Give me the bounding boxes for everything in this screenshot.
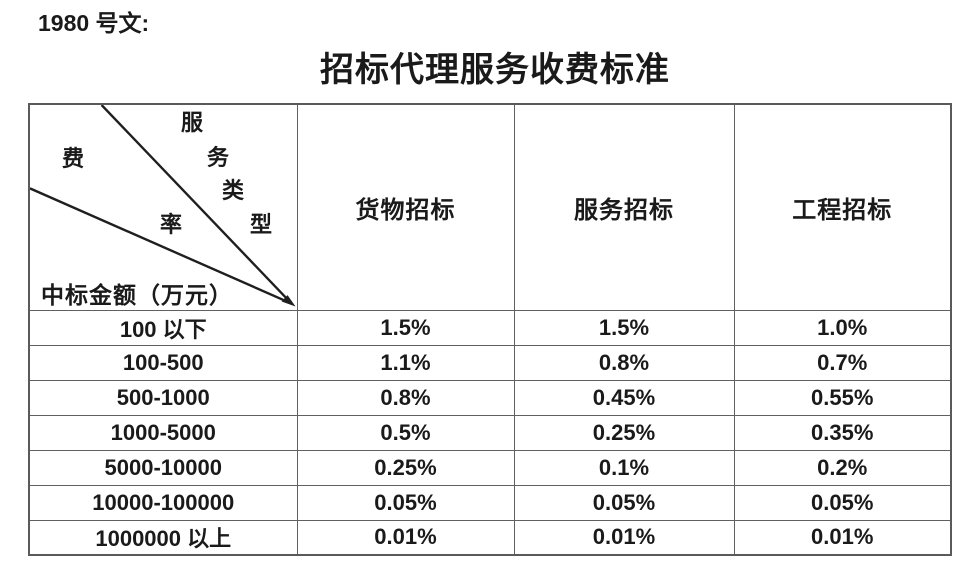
page-title: 招标代理服务收费标准 <box>320 52 670 89</box>
table-cell: 0.45% <box>513 379 735 416</box>
table-cell: 0.05% <box>296 484 515 521</box>
table-cell: 0.55% <box>733 379 952 416</box>
row-label: 10000-100000 <box>28 484 298 521</box>
table-row: 100 以下 1.5% 1.5% 1.0% <box>28 309 952 346</box>
table-cell: 0.8% <box>296 379 515 416</box>
table-cell: 0.01% <box>733 519 952 556</box>
corner-axis-type-char: 务 <box>206 145 229 170</box>
row-label: 5000-10000 <box>28 449 298 486</box>
table-cell: 1.5% <box>296 309 515 346</box>
corner-axis-type-char: 类 <box>221 178 244 203</box>
doc-number-note: 1980 号文: <box>38 10 150 36</box>
corner-axis-rate-char: 费 <box>61 146 84 171</box>
table-cell: 0.05% <box>733 484 952 521</box>
table-row: 10000-100000 0.05% 0.05% 0.05% <box>28 484 952 521</box>
column-header-engineering: 工程招标 <box>733 103 952 311</box>
table-cell: 0.25% <box>296 449 515 486</box>
table-cell: 0.2% <box>733 449 952 486</box>
table-header-row: 服 务 类 型 费 率 中标金额（万元） 货物招标 服务招标 工程招标 <box>28 103 952 311</box>
corner-row-axis-label: 中标金额（万元） <box>41 283 233 308</box>
row-label: 1000-5000 <box>28 414 298 451</box>
diagonal-divider-lines <box>30 105 296 307</box>
column-header-services: 服务招标 <box>513 103 735 311</box>
diagonal-header-cell: 服 务 类 型 费 率 中标金额（万元） <box>28 103 298 311</box>
table-row: 1000000 以上 0.01% 0.01% 0.01% <box>28 519 952 556</box>
corner-axis-rate-char: 率 <box>159 212 182 237</box>
table-cell: 0.05% <box>513 484 735 521</box>
fee-table: 服 务 类 型 费 率 中标金额（万元） 货物招标 服务招标 工程招标 100 … <box>28 103 952 556</box>
row-label: 100 以下 <box>28 309 298 346</box>
table-row: 100-500 1.1% 0.8% 0.7% <box>28 344 952 381</box>
row-label: 500-1000 <box>28 379 298 416</box>
table-cell: 0.01% <box>513 519 735 556</box>
table-cell: 1.1% <box>296 344 515 381</box>
table-cell: 0.35% <box>733 414 952 451</box>
table-row: 1000-5000 0.5% 0.25% 0.35% <box>28 414 952 451</box>
corner-axis-type-char: 服 <box>180 110 203 135</box>
corner-axis-type-char: 型 <box>249 212 272 237</box>
table-row: 5000-10000 0.25% 0.1% 0.2% <box>28 449 952 486</box>
table-cell: 0.5% <box>296 414 515 451</box>
table-cell: 0.25% <box>513 414 735 451</box>
table-cell: 1.5% <box>513 309 735 346</box>
table-cell: 0.7% <box>733 344 952 381</box>
table-cell: 0.1% <box>513 449 735 486</box>
table-cell: 0.01% <box>296 519 515 556</box>
row-label: 1000000 以上 <box>28 519 298 556</box>
row-label: 100-500 <box>28 344 298 381</box>
table-cell: 1.0% <box>733 309 952 346</box>
table-cell: 0.8% <box>513 344 735 381</box>
table-row: 500-1000 0.8% 0.45% 0.55% <box>28 379 952 416</box>
column-header-goods: 货物招标 <box>296 103 515 311</box>
